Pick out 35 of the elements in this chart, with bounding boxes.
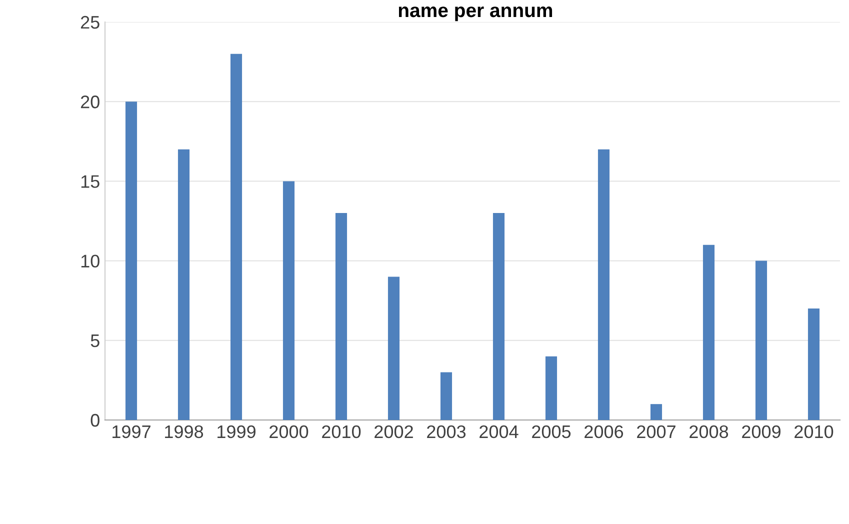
- y-tick-label: 25: [80, 16, 100, 29]
- y-tick-label: 5: [90, 334, 100, 348]
- bar: [125, 102, 138, 420]
- x-tick-label: 2003: [427, 425, 466, 438]
- x-tick-label: 2009: [742, 425, 780, 438]
- bar: [650, 404, 662, 420]
- bar: [702, 244, 715, 420]
- chart-title: name per annum: [398, 6, 552, 22]
- bar: [808, 308, 820, 420]
- x-tick-label: 1998: [165, 425, 204, 438]
- x-tick-label: 2002: [374, 425, 413, 438]
- x-tick-label: 2010: [322, 425, 361, 438]
- x-tick-label: 2008: [690, 425, 728, 438]
- x-tick-label: 2010: [794, 425, 834, 438]
- x-tick-label: 1997: [112, 425, 150, 438]
- bar: [492, 213, 505, 420]
- bar: [755, 260, 768, 420]
- x-tick-label: 2000: [270, 425, 308, 438]
- y-tick-label: 15: [81, 175, 100, 188]
- x-tick-label: 2007: [637, 425, 676, 438]
- bar: [335, 213, 348, 420]
- bar: [440, 372, 452, 420]
- x-tick-label: 2005: [532, 425, 571, 438]
- bar: [282, 181, 295, 420]
- bar: [598, 149, 610, 420]
- y-tick-label: 10: [81, 254, 100, 268]
- x-tick-label: 2004: [480, 425, 518, 438]
- bar: [178, 149, 190, 420]
- y-tick-label: 20: [80, 96, 100, 108]
- x-tick-label: 1999: [218, 425, 256, 438]
- bar: [545, 356, 558, 420]
- bar: [388, 276, 400, 420]
- bar: [230, 54, 242, 420]
- x-tick-label: 2006: [584, 425, 624, 438]
- y-tick-label: 0: [90, 414, 100, 427]
